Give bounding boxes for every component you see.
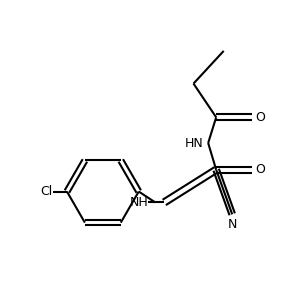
Text: O: O <box>255 163 265 176</box>
Text: O: O <box>255 111 265 124</box>
Text: HN: HN <box>185 137 204 149</box>
Text: N: N <box>227 218 237 231</box>
Text: NH: NH <box>130 196 148 209</box>
Text: Cl: Cl <box>40 185 52 198</box>
